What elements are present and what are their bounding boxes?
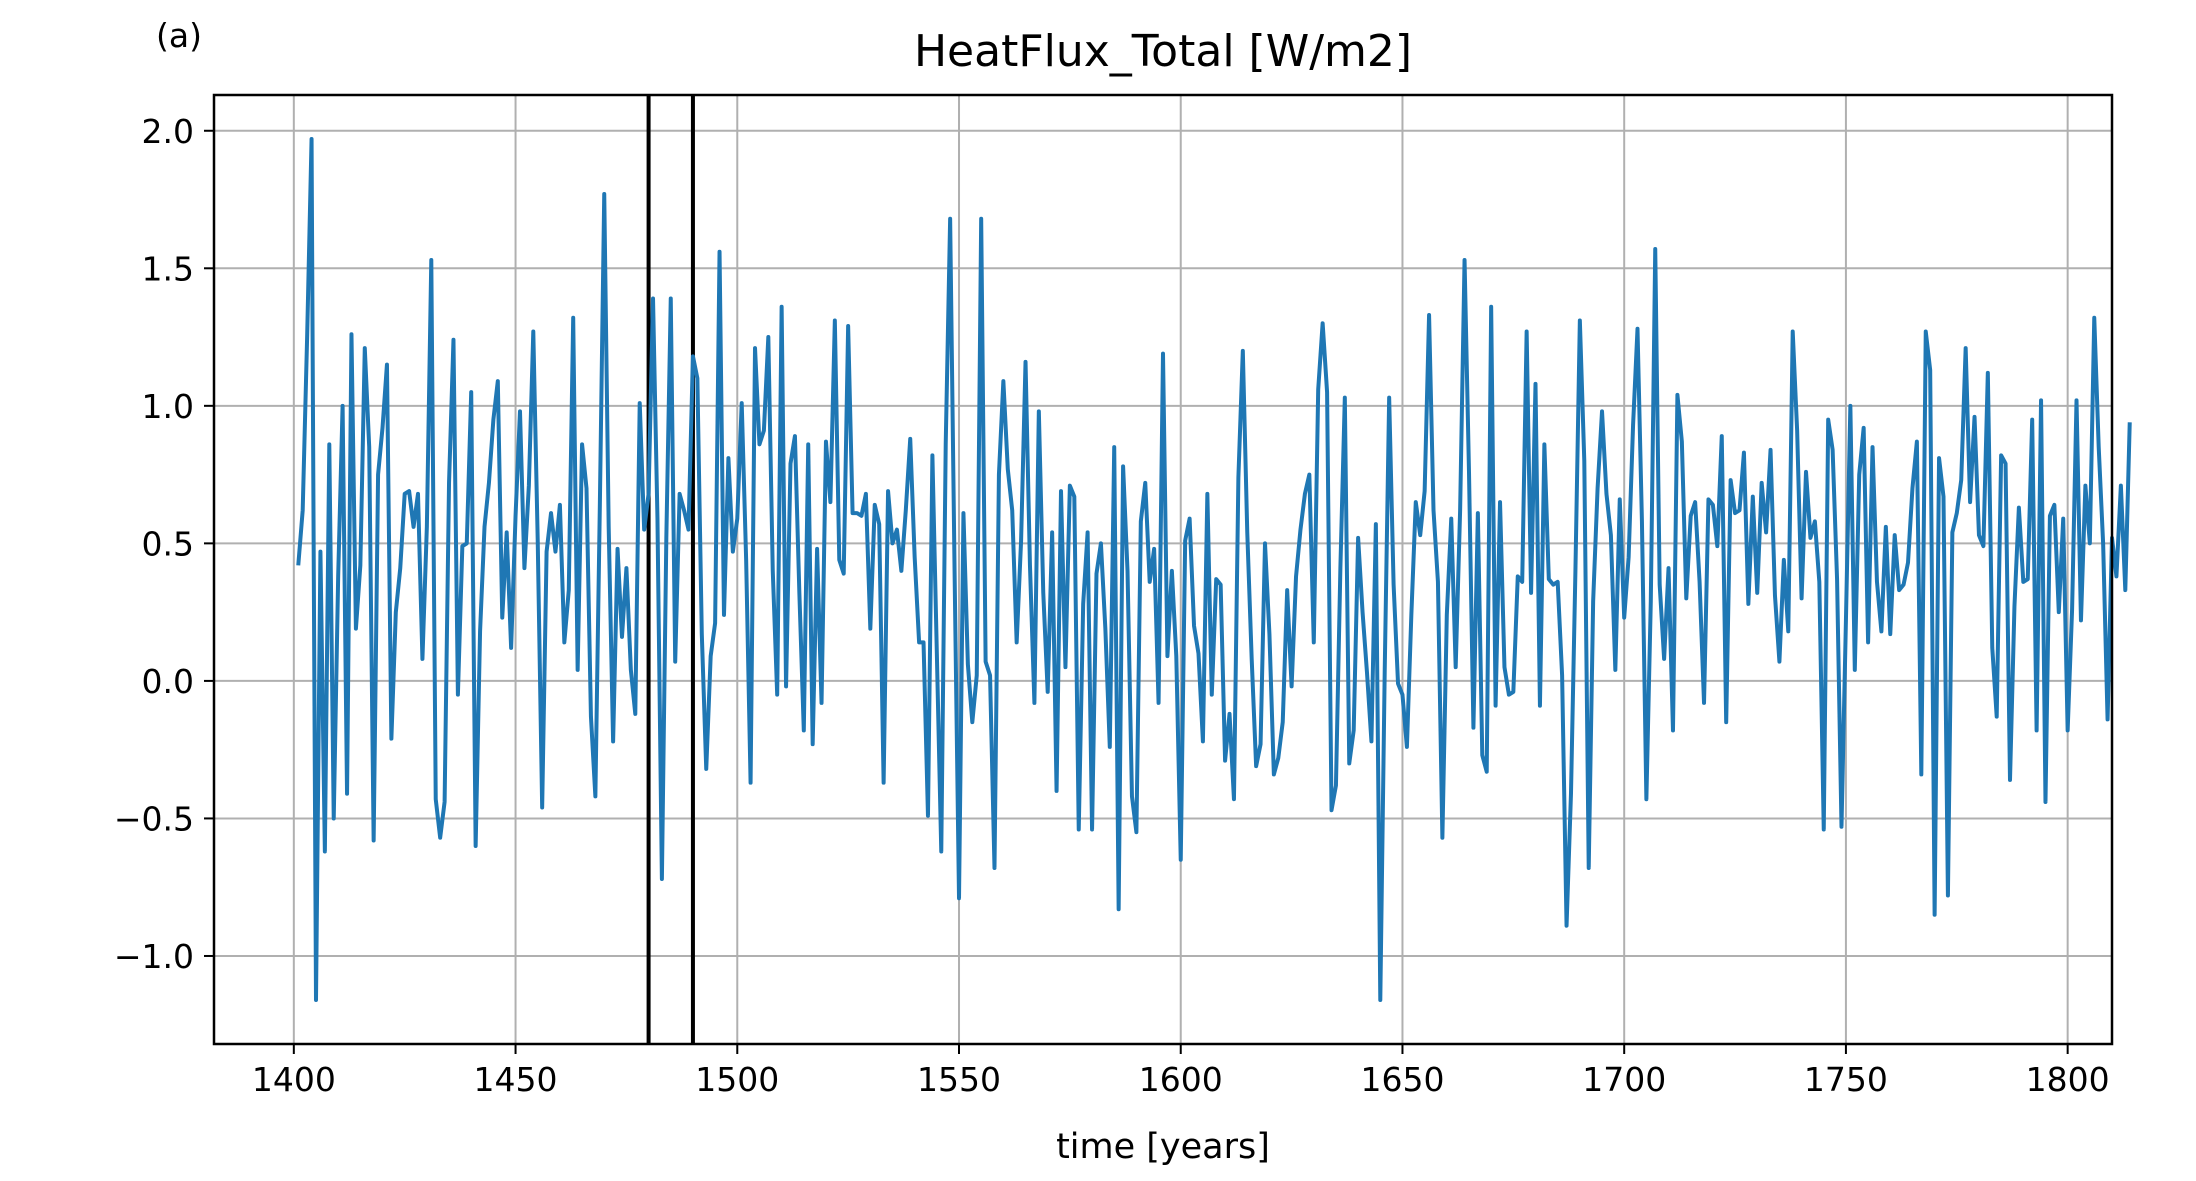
x-tick-label: 1750 bbox=[1804, 1060, 1888, 1099]
series-line bbox=[296, 137, 2132, 1002]
x-tick-label: 1550 bbox=[917, 1060, 1001, 1099]
y-tick-label: 1.5 bbox=[142, 249, 194, 288]
y-tick-label: −1.0 bbox=[114, 937, 194, 976]
y-tick-label: −0.5 bbox=[114, 799, 194, 838]
x-tick-label: 1500 bbox=[695, 1060, 779, 1099]
x-tick-label: 1600 bbox=[1139, 1060, 1223, 1099]
reference-lines bbox=[646, 95, 695, 1044]
x-tick-label: 1400 bbox=[252, 1060, 336, 1099]
y-tick-label: 0.5 bbox=[142, 524, 194, 563]
y-tick-label: 2.0 bbox=[142, 112, 194, 151]
y-tick-label: 0.0 bbox=[142, 662, 194, 701]
chart-title: HeatFlux_Total [W/m2] bbox=[914, 26, 1412, 77]
x-tick-label: 1650 bbox=[1360, 1060, 1444, 1099]
panel-label: (a) bbox=[156, 16, 202, 55]
plot-area bbox=[296, 137, 2132, 1002]
x-tick-label: 1800 bbox=[2026, 1060, 2110, 1099]
y-axis-ticks: −1.0 −0.5 0.0 0.5 1.0 1.5 2.0 bbox=[114, 112, 214, 976]
x-tick-label: 1450 bbox=[474, 1060, 558, 1099]
x-axis-label: time [years] bbox=[1056, 1127, 1270, 1167]
y-tick-label: 1.0 bbox=[142, 387, 194, 426]
x-axis-ticks: 1400 1450 1500 1550 1600 1650 1700 1750 1800 bbox=[252, 1044, 2110, 1099]
axes-frame bbox=[212, 93, 2114, 1046]
x-tick-label: 1700 bbox=[1582, 1060, 1666, 1099]
